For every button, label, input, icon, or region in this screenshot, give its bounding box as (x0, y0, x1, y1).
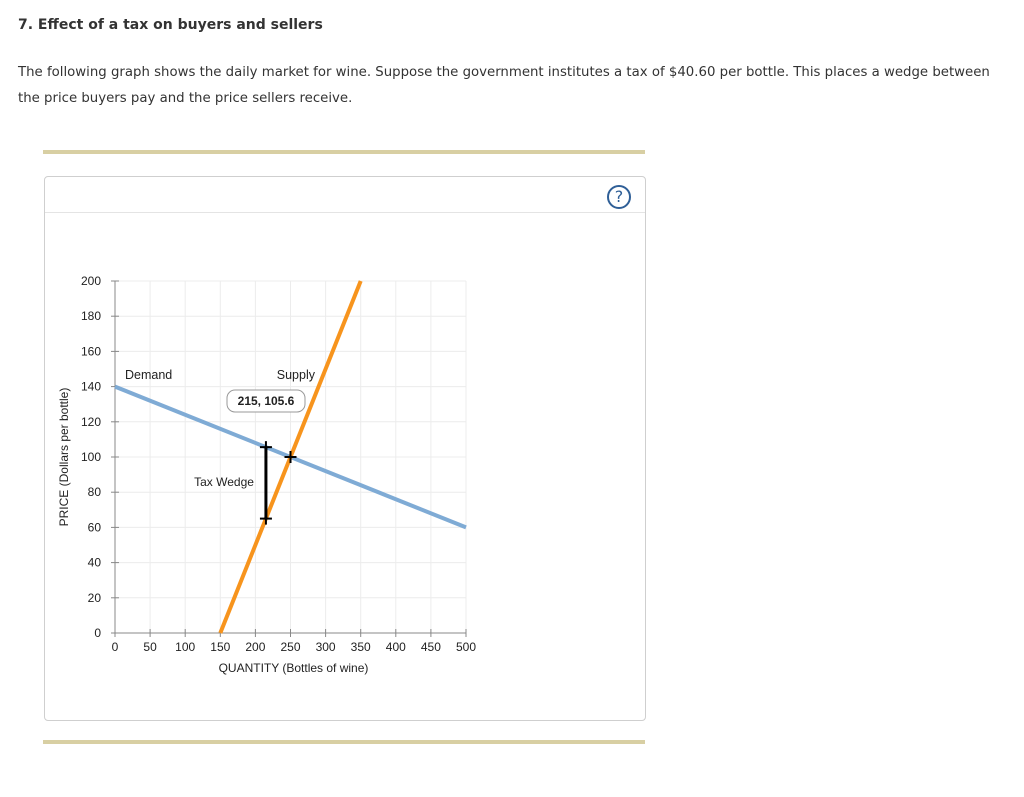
x-tick-label-2: 100 (175, 640, 195, 654)
x-tick-label-0: 0 (112, 640, 119, 654)
wedge-bottom-handle[interactable] (259, 512, 272, 525)
wedge-top-handle[interactable] (259, 441, 272, 454)
x-axis-label: QUANTITY (Bottles of wine) (219, 661, 369, 675)
x-tick-label-4: 200 (245, 640, 265, 654)
y-tick-label-7: 140 (81, 380, 101, 394)
y-tick-label-2: 40 (88, 556, 102, 570)
y-tick-label-9: 180 (81, 309, 101, 323)
graph-panel: ? 0 50 100 150 200 250 300 350 400 450 500 0 20 40 60… (44, 176, 646, 721)
x-tick-label-3: 150 (210, 640, 230, 654)
equilibrium-marker[interactable] (284, 451, 297, 463)
tooltip-box (226, 389, 306, 413)
x-tick-label-7: 350 (351, 640, 371, 654)
y-tick-label-1: 20 (88, 591, 102, 605)
demand-label: Demand (125, 368, 172, 382)
x-ticks: 0 50 100 150 200 250 300 350 400 450 500 (112, 629, 476, 654)
y-ticks: 0 20 40 60 80 100 120 140 160 180 200 (81, 274, 119, 640)
y-tick-label-8: 160 (81, 344, 101, 358)
point-tooltip: 215, 105.6 (226, 389, 306, 413)
tax-wedge-label: Tax Wedge (194, 475, 254, 489)
supply-label: Supply (277, 368, 316, 382)
x-tick-label-10: 500 (456, 640, 476, 654)
divider-top (43, 150, 645, 154)
x-tick-label-6: 300 (316, 640, 336, 654)
grid (115, 280, 467, 633)
y-tick-label-4: 80 (88, 485, 102, 499)
question-text: The following graph shows the daily mark… (18, 65, 990, 106)
y-tick-label-0: 0 (94, 626, 101, 640)
x-tick-label-1: 50 (143, 640, 157, 654)
tooltip-text: 215, 105.6 (238, 394, 295, 408)
y-tick-label-3: 60 (88, 520, 102, 534)
y-tick-label-6: 120 (81, 415, 101, 429)
panel-header-divider (45, 212, 645, 213)
x-tick-label-9: 450 (421, 640, 441, 654)
question-title: 7. Effect of a tax on buyers and sellers (18, 17, 323, 33)
divider-bottom (43, 740, 645, 744)
x-tick-label-8: 400 (386, 640, 406, 654)
y-tick-label-10: 200 (81, 274, 101, 288)
tax-wedge[interactable]: Tax Wedge (194, 441, 297, 525)
help-icon[interactable]: ? (607, 185, 631, 209)
x-tick-label-5: 250 (280, 640, 300, 654)
y-tick-label-5: 100 (81, 450, 101, 464)
market-chart: 0 50 100 150 200 250 300 350 400 450 500 0 20 40 60 80… (57, 274, 476, 675)
y-axis-label: PRICE (Dollars per bottle) (57, 388, 71, 527)
